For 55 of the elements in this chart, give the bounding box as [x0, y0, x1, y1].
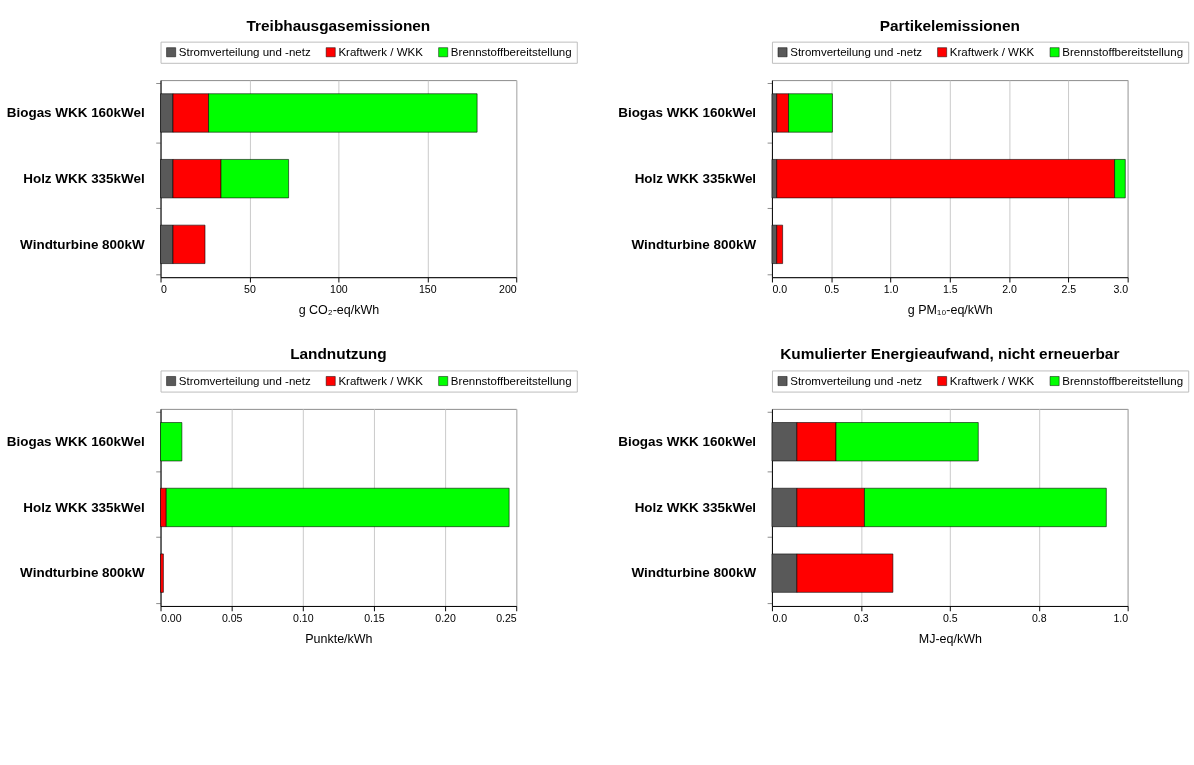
legend-label: Kraftwerk / WKK — [338, 46, 424, 59]
legend-label: Brennstoffbereitstellung — [450, 374, 572, 387]
legend-label: Kraftwerk / WKK — [949, 374, 1035, 387]
x-tick-label: 1.0 — [883, 283, 899, 296]
legend-label: Kraftwerk / WKK — [949, 46, 1035, 59]
legend-label: Stromverteilung und -netz — [790, 46, 923, 59]
chart-title: Partikelemissionen — [879, 16, 1020, 34]
legend-label: Brennstoffbereitstellung — [1062, 46, 1184, 59]
x-tick-label: 0.05 — [221, 611, 243, 624]
x-axis-title: Punkte/kWh — [305, 632, 373, 646]
x-tick-label: 0 — [161, 283, 168, 296]
x-tick-label: 0.20 — [435, 611, 456, 624]
x-tick-label: 0.10 — [293, 611, 314, 624]
x-axis-title: MJ-eq/kWh — [918, 632, 982, 646]
x-tick-label: 100 — [330, 283, 348, 296]
x-tick-label: 0.3 — [854, 611, 869, 624]
y-tick-label: Windturbine 800kW — [20, 236, 145, 252]
x-tick-label: 0.8 — [1031, 611, 1047, 624]
chart-title: Treibhausgasemissionen — [246, 16, 431, 34]
legend-label: Stromverteilung und -netz — [178, 46, 311, 59]
legend-label: Kraftwerk / WKK — [338, 374, 424, 387]
y-tick-label: Biogas WKK 160kWel — [6, 434, 145, 450]
x-tick-label: 3.0 — [1113, 283, 1129, 296]
x-tick-label: 50 — [244, 283, 256, 296]
x-tick-label: 200 — [499, 283, 517, 296]
x-tick-label: 0.00 — [161, 611, 182, 624]
y-tick-label: Biogas WKK 160kWel — [618, 434, 757, 450]
x-tick-label: 1.0 — [1113, 611, 1129, 624]
x-axis-title: g PM₁₀-eq/kWh — [907, 303, 993, 318]
y-tick-label: Holz WKK 335kWel — [634, 170, 757, 186]
x-tick-label: 1.5 — [942, 283, 958, 296]
y-tick-label: Windturbine 800kW — [631, 236, 757, 252]
x-tick-label: 0.0 — [772, 283, 788, 296]
x-tick-label: 0.0 — [772, 611, 788, 624]
y-tick-label: Holz WKK 335kWel — [23, 170, 145, 186]
x-tick-label: 2.0 — [1002, 283, 1018, 296]
x-tick-label: 150 — [418, 283, 437, 296]
legend-label: Brennstoffbereitstellung — [1062, 374, 1184, 387]
x-tick-label: 0.15 — [364, 611, 385, 624]
legend-label: Brennstoffbereitstellung — [450, 46, 572, 59]
chart-title: Kumulierter Energieaufwand, nicht erneuerbar — [780, 345, 1120, 363]
x-axis-title: g CO₂-eq/kWh — [298, 303, 380, 318]
legend-label: Stromverteilung und -netz — [790, 374, 923, 387]
x-tick-label: 0.25 — [496, 611, 517, 624]
legend-label: Stromverteilung und -netz — [178, 374, 311, 387]
x-tick-label: 2.5 — [1061, 283, 1077, 296]
x-tick-label: 0.5 — [942, 611, 958, 624]
y-tick-label: Windturbine 800kW — [20, 565, 145, 581]
y-tick-label: Windturbine 800kW — [631, 565, 757, 581]
y-tick-label: Holz WKK 335kWel — [634, 499, 757, 515]
chart-title: Landnutzung — [290, 345, 387, 363]
y-tick-label: Biogas WKK 160kWel — [6, 105, 145, 121]
y-tick-label: Biogas WKK 160kWel — [618, 105, 757, 121]
y-tick-label: Holz WKK 335kWel — [23, 499, 145, 515]
x-tick-label: 0.5 — [824, 283, 840, 296]
